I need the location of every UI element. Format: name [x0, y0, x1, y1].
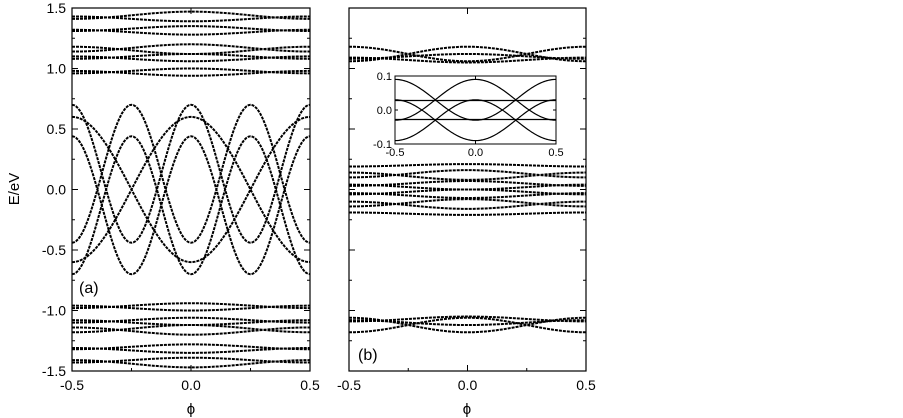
panel-b-xlabel: ϕ [463, 401, 471, 418]
panel-b-series-7 [349, 180, 586, 187]
panel-b-inset: -0.1 0.0 0.1 -0.5 0.0 0.5 [373, 71, 564, 159]
panel-a-xlabel: ϕ [187, 401, 195, 418]
panel-a-series [72, 10, 310, 369]
panel-a-xtick-label-1: 0.0 [181, 377, 201, 393]
panel-a-ytick-label-1: -1.0 [42, 303, 66, 319]
panel-a-series-3 [72, 103, 310, 244]
panel-a-series-10 [72, 43, 310, 53]
panel-a-series-19 [72, 319, 310, 327]
panel-b-series-11 [349, 198, 586, 208]
panel-a-xtick-label-0: -0.5 [60, 377, 84, 393]
panel-b-series-12 [349, 200, 586, 210]
panel-inset-xtick-label-0: -0.5 [386, 147, 405, 159]
panel-a-series-2 [72, 103, 310, 244]
panel-b: -0.5 0.0 0.5 ϕ (b) [337, 7, 596, 418]
panel-a-frame [71, 7, 311, 372]
inset-background [395, 76, 556, 144]
panel-a-ytick-label-0: -1.5 [42, 363, 66, 379]
panel-a-series-21 [72, 326, 310, 336]
panel-b-series-5 [349, 169, 586, 179]
panel-b-series-9 [349, 188, 586, 196]
panel-a-ytick-label-2: -0.5 [42, 242, 66, 258]
panel-inset-xtick-label-2: 0.5 [548, 147, 563, 159]
panel-b-series-4 [349, 163, 586, 168]
panel-a-series-22 [72, 343, 310, 351]
panel-b-xtick-label-1: 0.0 [458, 377, 478, 393]
inset-series [395, 78, 556, 142]
inset-ticks: -0.1 0.0 0.1 -0.5 0.0 0.5 [373, 71, 564, 159]
panel-a-series-7 [72, 15, 310, 23]
panel-inset-ytick-label-0: -0.1 [373, 139, 392, 151]
panel-a-series-20 [72, 324, 310, 334]
panel-b-series-10 [349, 192, 586, 199]
panel-a-ylabel: E/eV [6, 173, 23, 206]
panel-inset-series-3 [395, 99, 556, 142]
panel-a-xtick-label-2: 0.5 [300, 377, 320, 393]
panel-a-series-1 [72, 115, 310, 264]
panel-b-series-3 [349, 56, 586, 64]
panel-a-series-0 [72, 115, 310, 264]
panel-b-label: (b) [358, 347, 378, 364]
panel-inset-ytick-label-2: 0.1 [377, 71, 392, 83]
panel-a-ytick-label-3: 0.0 [47, 182, 67, 198]
panel-b-series-14 [349, 315, 586, 323]
panel-inset-ytick-label-1: 0.0 [377, 105, 392, 117]
panel-a-series-17 [72, 304, 310, 312]
panel-a-ytick-label-5: 1.0 [47, 61, 67, 77]
panel-a-ticks: -1.5 -1.0 -0.5 0.0 0.5 1.0 1.5 -0.5 0.0 0.5 [42, 0, 320, 393]
panel-b-series-6 [349, 171, 586, 181]
panel-a-ytick-label-6: 1.5 [47, 0, 67, 16]
panel-a-series-8 [72, 25, 310, 32]
panel-b-ticks: -0.5 0.0 0.5 [337, 7, 596, 393]
panel-b-series-2 [349, 52, 586, 60]
panel-a-series-23 [72, 347, 310, 354]
panel-b-xtick-label-2: 0.5 [576, 377, 596, 393]
panel-a-label: (a) [79, 280, 99, 297]
panel-b-series-15 [349, 319, 586, 327]
panel-a-series-5 [72, 135, 310, 276]
panel-b-series [349, 45, 586, 334]
panel-inset-xtick-label-1: 0.0 [468, 147, 483, 159]
panel-inset-series-1 [395, 78, 556, 121]
panel-a-series-4 [72, 135, 310, 276]
panel-b-xtick-label-0: -0.5 [337, 377, 361, 393]
panel-a-series-25 [72, 359, 310, 369]
panel-a-series-15 [72, 69, 310, 77]
panel-a-series-13 [72, 55, 310, 63]
panel-a-series-11 [72, 45, 310, 55]
panel-a-series-9 [72, 28, 310, 36]
panel-a-ytick-label-4: 0.5 [47, 121, 67, 137]
panel-b-series-13 [349, 211, 586, 216]
panel-a: -1.5-1.0-0.50.00.51.01.5-0.5 0.0 0.5 E/eV … [6, 0, 320, 418]
panel-inset-series-2 [395, 99, 556, 142]
